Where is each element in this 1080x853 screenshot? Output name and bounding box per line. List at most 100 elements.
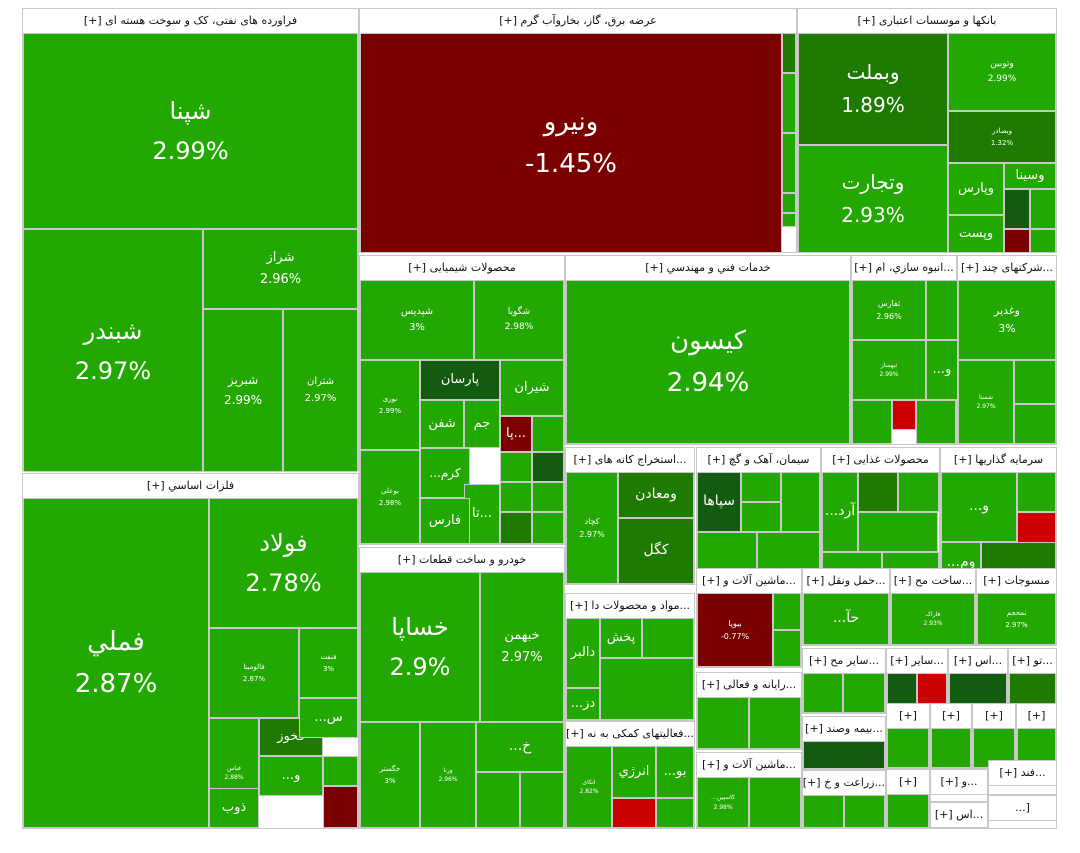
- small-symbol-tile[interactable]: [600, 658, 694, 720]
- sector-header[interactable]: ...ساخت مح [+]: [891, 569, 975, 594]
- symbol-tile[interactable]: وبصادر 1.32%: [948, 111, 1056, 163]
- symbol-tile[interactable]: ونیرو -1.45%: [360, 33, 782, 253]
- symbol-tile[interactable]: فالومینا 2.87%: [209, 628, 299, 718]
- sector-18[interactable]: ...رایانه و فعالی [+]: [696, 672, 802, 750]
- small-symbol-tile[interactable]: [612, 798, 656, 828]
- sector-15[interactable]: ...ساخت مح [+] فاراک 2.93%: [890, 568, 976, 646]
- symbol-tile[interactable]: کگل: [618, 518, 694, 584]
- symbol-tile[interactable]: بوعلی 2.98%: [360, 450, 420, 544]
- sector-1[interactable]: عرضه برق، گاز، بخاروآب گرم [+] ونیرو -1.45…: [359, 8, 797, 253]
- sector-header[interactable]: ...زراعت و خ [+]: [803, 771, 885, 796]
- small-symbol-tile[interactable]: [844, 795, 885, 828]
- symbol-tile[interactable]: سپاها: [697, 472, 741, 532]
- sector-27[interactable]: [+]: [886, 703, 930, 769]
- small-symbol-tile[interactable]: [887, 794, 929, 828]
- small-symbol-tile[interactable]: [887, 728, 929, 768]
- sector-34[interactable]: ...اس [+]: [930, 802, 988, 829]
- symbol-tile[interactable]: پخش: [600, 618, 642, 658]
- small-symbol-tile[interactable]: [656, 798, 694, 828]
- symbol-tile[interactable]: ...کرم: [420, 448, 470, 498]
- symbol-tile[interactable]: خبهمن 2.97%: [480, 572, 564, 722]
- small-symbol-tile[interactable]: [741, 502, 781, 532]
- sector-header[interactable]: محصولات غذایی [+]: [822, 448, 939, 473]
- small-symbol-tile[interactable]: [1030, 229, 1056, 253]
- sector-3[interactable]: محصولات شیمیایی [+] شپدیس 3% شگویا 2.98% پارس…: [359, 255, 565, 545]
- small-symbol-tile[interactable]: [782, 73, 796, 133]
- small-symbol-tile[interactable]: [532, 482, 564, 512]
- small-symbol-tile[interactable]: [843, 673, 885, 713]
- sector-header[interactable]: سیمان، آهک و گچ [+]: [697, 448, 820, 473]
- symbol-tile[interactable]: شبریز 2.99%: [203, 309, 283, 472]
- small-symbol-tile[interactable]: [476, 772, 520, 828]
- sector-26[interactable]: ...زراعت و خ [+]: [802, 770, 886, 829]
- sector-header[interactable]: ...استخراج کانه های [+]: [566, 448, 694, 473]
- symbol-tile[interactable]: وتجارت 2.93%: [798, 145, 948, 253]
- small-symbol-tile[interactable]: [532, 416, 564, 452]
- symbol-tile[interactable]: وپارس: [948, 163, 1004, 215]
- sector-17[interactable]: ...مواد و محصولات دا [+] دالبر پخش ...دز: [565, 593, 695, 721]
- sector-13[interactable]: ...ماشین آلات و [+] بیوپا -0.77%: [696, 568, 802, 668]
- symbol-tile[interactable]: ثبهساز 2.99%: [852, 340, 926, 400]
- sector-header[interactable]: ...مواد و محصولات دا [+]: [566, 594, 694, 619]
- symbol-tile[interactable]: ...دز: [566, 688, 600, 720]
- sector-12[interactable]: خودرو و ساخت قطعات [+] خساپا 2.9% خبهمن 2.97…: [359, 547, 565, 829]
- symbol-tile[interactable]: انرژي: [612, 746, 656, 798]
- symbol-tile[interactable]: شبندر 2.97%: [23, 229, 203, 472]
- small-symbol-tile[interactable]: [323, 756, 358, 786]
- sector-header[interactable]: ...ماشین آلات و [+]: [697, 569, 801, 594]
- symbol-tile[interactable]: فاراک 2.93%: [891, 593, 975, 645]
- symbol-tile[interactable]: فولاد 2.78%: [209, 498, 358, 628]
- sector-14[interactable]: ...حمل ونقل [+] ...حآ: [802, 568, 890, 646]
- sector-36[interactable]: [...: [988, 795, 1057, 829]
- small-symbol-tile[interactable]: [916, 400, 956, 444]
- sector-header[interactable]: ...تو [+]: [1009, 649, 1056, 674]
- small-symbol-tile[interactable]: [782, 193, 796, 213]
- sector-33[interactable]: ...و [+]: [930, 769, 988, 802]
- symbol-tile[interactable]: ...خ: [476, 722, 564, 772]
- sector-10[interactable]: محصولات غذایی [+] ...آرد: [821, 447, 940, 585]
- small-symbol-tile[interactable]: [852, 400, 892, 444]
- symbol-tile[interactable]: ...حآ: [803, 593, 889, 645]
- small-symbol-tile[interactable]: [782, 213, 796, 227]
- small-symbol-tile[interactable]: [803, 741, 885, 769]
- symbol-tile[interactable]: شفن: [420, 400, 464, 448]
- small-symbol-tile[interactable]: [781, 472, 820, 532]
- sector-header[interactable]: خدمات فني و مهندسي [+]: [566, 256, 850, 281]
- small-symbol-tile[interactable]: [858, 512, 938, 552]
- sector-25[interactable]: ...بیمه وصند [+]: [802, 716, 886, 770]
- sector-19[interactable]: ...سایر مح [+]: [802, 648, 886, 714]
- small-symbol-tile[interactable]: [323, 786, 358, 828]
- sector-31[interactable]: [+]: [886, 769, 930, 829]
- symbol-tile[interactable]: دالبر: [566, 618, 600, 688]
- small-symbol-tile[interactable]: [1014, 404, 1056, 444]
- sector-header[interactable]: خودرو و ساخت قطعات [+]: [360, 548, 564, 573]
- small-symbol-tile[interactable]: [931, 728, 971, 768]
- small-symbol-tile[interactable]: [1004, 189, 1030, 229]
- sector-header[interactable]: ...بیمه وصند [+]: [803, 717, 885, 742]
- small-symbol-tile[interactable]: [1017, 472, 1056, 512]
- sector-header[interactable]: ...فعالیتهای کمکی به نه [+]: [566, 722, 694, 747]
- sector-header[interactable]: ...سایر مح [+]: [803, 649, 885, 674]
- sector-header[interactable]: ...فند [+]: [989, 761, 1056, 786]
- symbol-tile[interactable]: وبملت 1.89%: [798, 33, 948, 145]
- symbol-tile[interactable]: نمحجم 2.97%: [977, 593, 1056, 645]
- small-symbol-tile[interactable]: [773, 630, 801, 667]
- symbol-tile[interactable]: شگویا 2.98%: [474, 280, 564, 360]
- small-symbol-tile[interactable]: [803, 673, 843, 713]
- sector-4[interactable]: خدمات فني و مهندسي [+] کیسون 2.94%: [565, 255, 851, 445]
- symbol-tile[interactable]: پا...: [500, 416, 532, 452]
- sector-header[interactable]: فراورده های نفتی، کک و سوخت هسته ای [+]: [23, 9, 358, 34]
- small-symbol-tile[interactable]: [782, 133, 796, 193]
- small-symbol-tile[interactable]: [642, 618, 694, 658]
- symbol-tile[interactable]: فنفت 3%: [299, 628, 358, 698]
- sector-header[interactable]: ...ماشین آلات و [+]: [697, 753, 801, 778]
- small-symbol-tile[interactable]: [898, 472, 939, 512]
- symbol-tile[interactable]: وغدیر 3%: [958, 280, 1056, 360]
- sector-header[interactable]: عرضه برق، گاز، بخاروآب گرم [+]: [360, 9, 796, 34]
- sector-6[interactable]: ...شرکتهای چند [+] وغدیر 3% شستا 2.97%: [957, 255, 1057, 445]
- symbol-tile[interactable]: تا...: [464, 484, 500, 544]
- symbol-tile[interactable]: ...و: [941, 472, 1017, 542]
- small-symbol-tile[interactable]: [782, 33, 796, 73]
- sector-header[interactable]: [+]: [973, 704, 1015, 729]
- small-symbol-tile[interactable]: [803, 795, 844, 828]
